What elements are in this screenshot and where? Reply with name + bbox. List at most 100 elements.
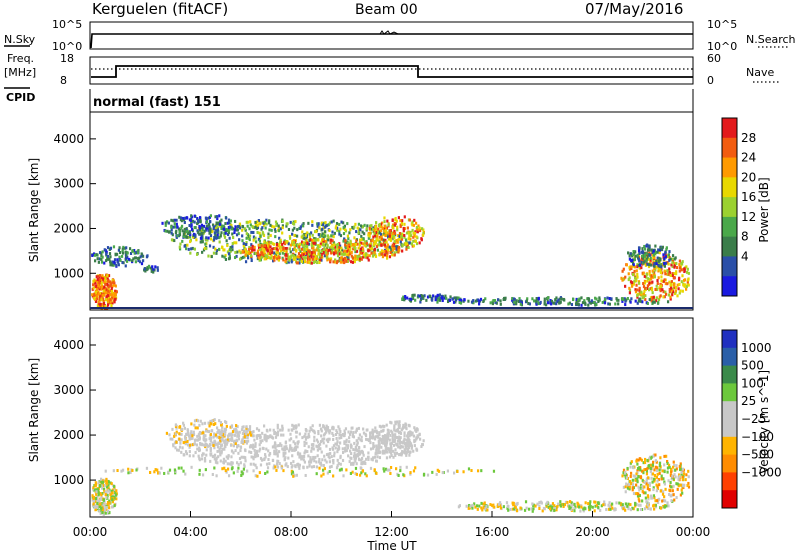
echo-cell	[256, 251, 259, 255]
echo-cell	[313, 429, 316, 433]
echo-cell	[657, 276, 660, 280]
echo-cell	[267, 435, 270, 439]
echo-cell	[389, 442, 392, 446]
echo-cell	[363, 223, 366, 227]
echo-cell	[248, 450, 251, 454]
echo-cell	[560, 297, 563, 301]
echo-cell	[456, 469, 459, 473]
echo-cell	[528, 302, 531, 306]
echo-cell	[217, 428, 220, 432]
echo-cell	[391, 223, 395, 227]
echo-cell	[376, 451, 380, 455]
echo-cell	[208, 443, 212, 447]
echo-cell	[265, 244, 269, 248]
echo-cell	[403, 227, 407, 231]
echo-cell	[94, 497, 98, 501]
echo-cell	[648, 248, 651, 252]
echo-cell	[406, 450, 410, 454]
echo-cell	[609, 507, 612, 511]
echo-cell	[381, 434, 384, 438]
echo-cell	[635, 503, 638, 507]
echo-cell	[511, 300, 515, 304]
echo-cell	[389, 232, 392, 236]
echo-cell	[225, 442, 228, 446]
echo-cell	[681, 260, 684, 264]
echo-cell	[279, 240, 282, 244]
echo-cell	[195, 443, 199, 447]
echo-cell	[408, 218, 411, 222]
echo-cell	[198, 226, 201, 230]
echo-cell	[359, 247, 362, 251]
echo-cell	[288, 255, 291, 259]
echo-cell	[190, 221, 193, 225]
echo-cell	[216, 442, 219, 446]
echo-cell	[369, 466, 373, 470]
echo-cell	[96, 304, 100, 308]
echo-cell	[656, 500, 660, 504]
echo-cell	[386, 251, 389, 255]
echo-cell	[358, 433, 362, 437]
echo-cell	[380, 235, 383, 239]
echo-cell	[218, 220, 222, 224]
echo-cell	[383, 226, 386, 230]
echo-cell	[221, 246, 224, 250]
echo-cell	[336, 228, 339, 232]
echo-cell	[685, 265, 688, 269]
echo-cell	[661, 492, 665, 496]
echo-cell	[403, 450, 407, 454]
range-tick-label: 2000	[53, 221, 84, 235]
echo-cell	[331, 459, 335, 463]
echo-cell	[641, 296, 644, 300]
echo-cell	[648, 244, 651, 248]
echo-cell	[421, 233, 425, 237]
echo-cell	[646, 255, 649, 259]
echo-cell	[291, 240, 294, 244]
echo-cell	[636, 263, 639, 267]
station-title: Kerguelen (fitACF)	[92, 0, 228, 18]
echo-cell	[415, 427, 418, 431]
echo-cell	[363, 460, 366, 464]
echo-cell	[405, 451, 408, 455]
echo-cell	[632, 492, 636, 496]
echo-cell	[653, 251, 656, 255]
echo-cell	[398, 438, 401, 442]
echo-cell	[303, 247, 306, 251]
echo-cell	[218, 224, 222, 228]
echo-cell	[315, 238, 318, 242]
echo-cell	[285, 224, 288, 228]
echo-cell	[100, 303, 103, 307]
echo-cell	[409, 237, 412, 241]
echo-cell	[422, 231, 425, 235]
echo-cell	[374, 231, 378, 235]
echo-cell	[131, 259, 134, 263]
echo-cell	[435, 472, 438, 476]
echo-cell	[278, 256, 281, 260]
echo-cell	[399, 240, 402, 244]
colorbar-tick-label: −25	[741, 412, 766, 426]
echo-cell	[686, 483, 689, 487]
echo-cell	[92, 499, 96, 503]
echo-cell	[258, 443, 261, 447]
echo-cell	[629, 480, 632, 484]
echo-cell	[382, 438, 386, 442]
echo-cell	[385, 435, 388, 439]
echo-cell	[226, 250, 229, 254]
echo-cell	[385, 254, 389, 258]
echo-cell	[287, 260, 290, 264]
echo-cell	[401, 297, 404, 301]
echo-cell	[276, 257, 279, 261]
echo-cell	[343, 441, 346, 445]
echo-cell	[214, 215, 217, 219]
echo-cell	[224, 469, 227, 473]
echo-cell	[183, 216, 187, 220]
echo-cell	[546, 301, 550, 305]
echo-cell	[557, 300, 560, 304]
echo-cell	[231, 461, 234, 465]
echo-cell	[505, 501, 509, 505]
echo-cell	[338, 232, 341, 236]
echo-cell	[184, 472, 187, 476]
echo-cell	[120, 469, 123, 473]
echo-cell	[354, 454, 357, 458]
echo-cell	[655, 475, 659, 479]
echo-cell	[400, 237, 404, 241]
